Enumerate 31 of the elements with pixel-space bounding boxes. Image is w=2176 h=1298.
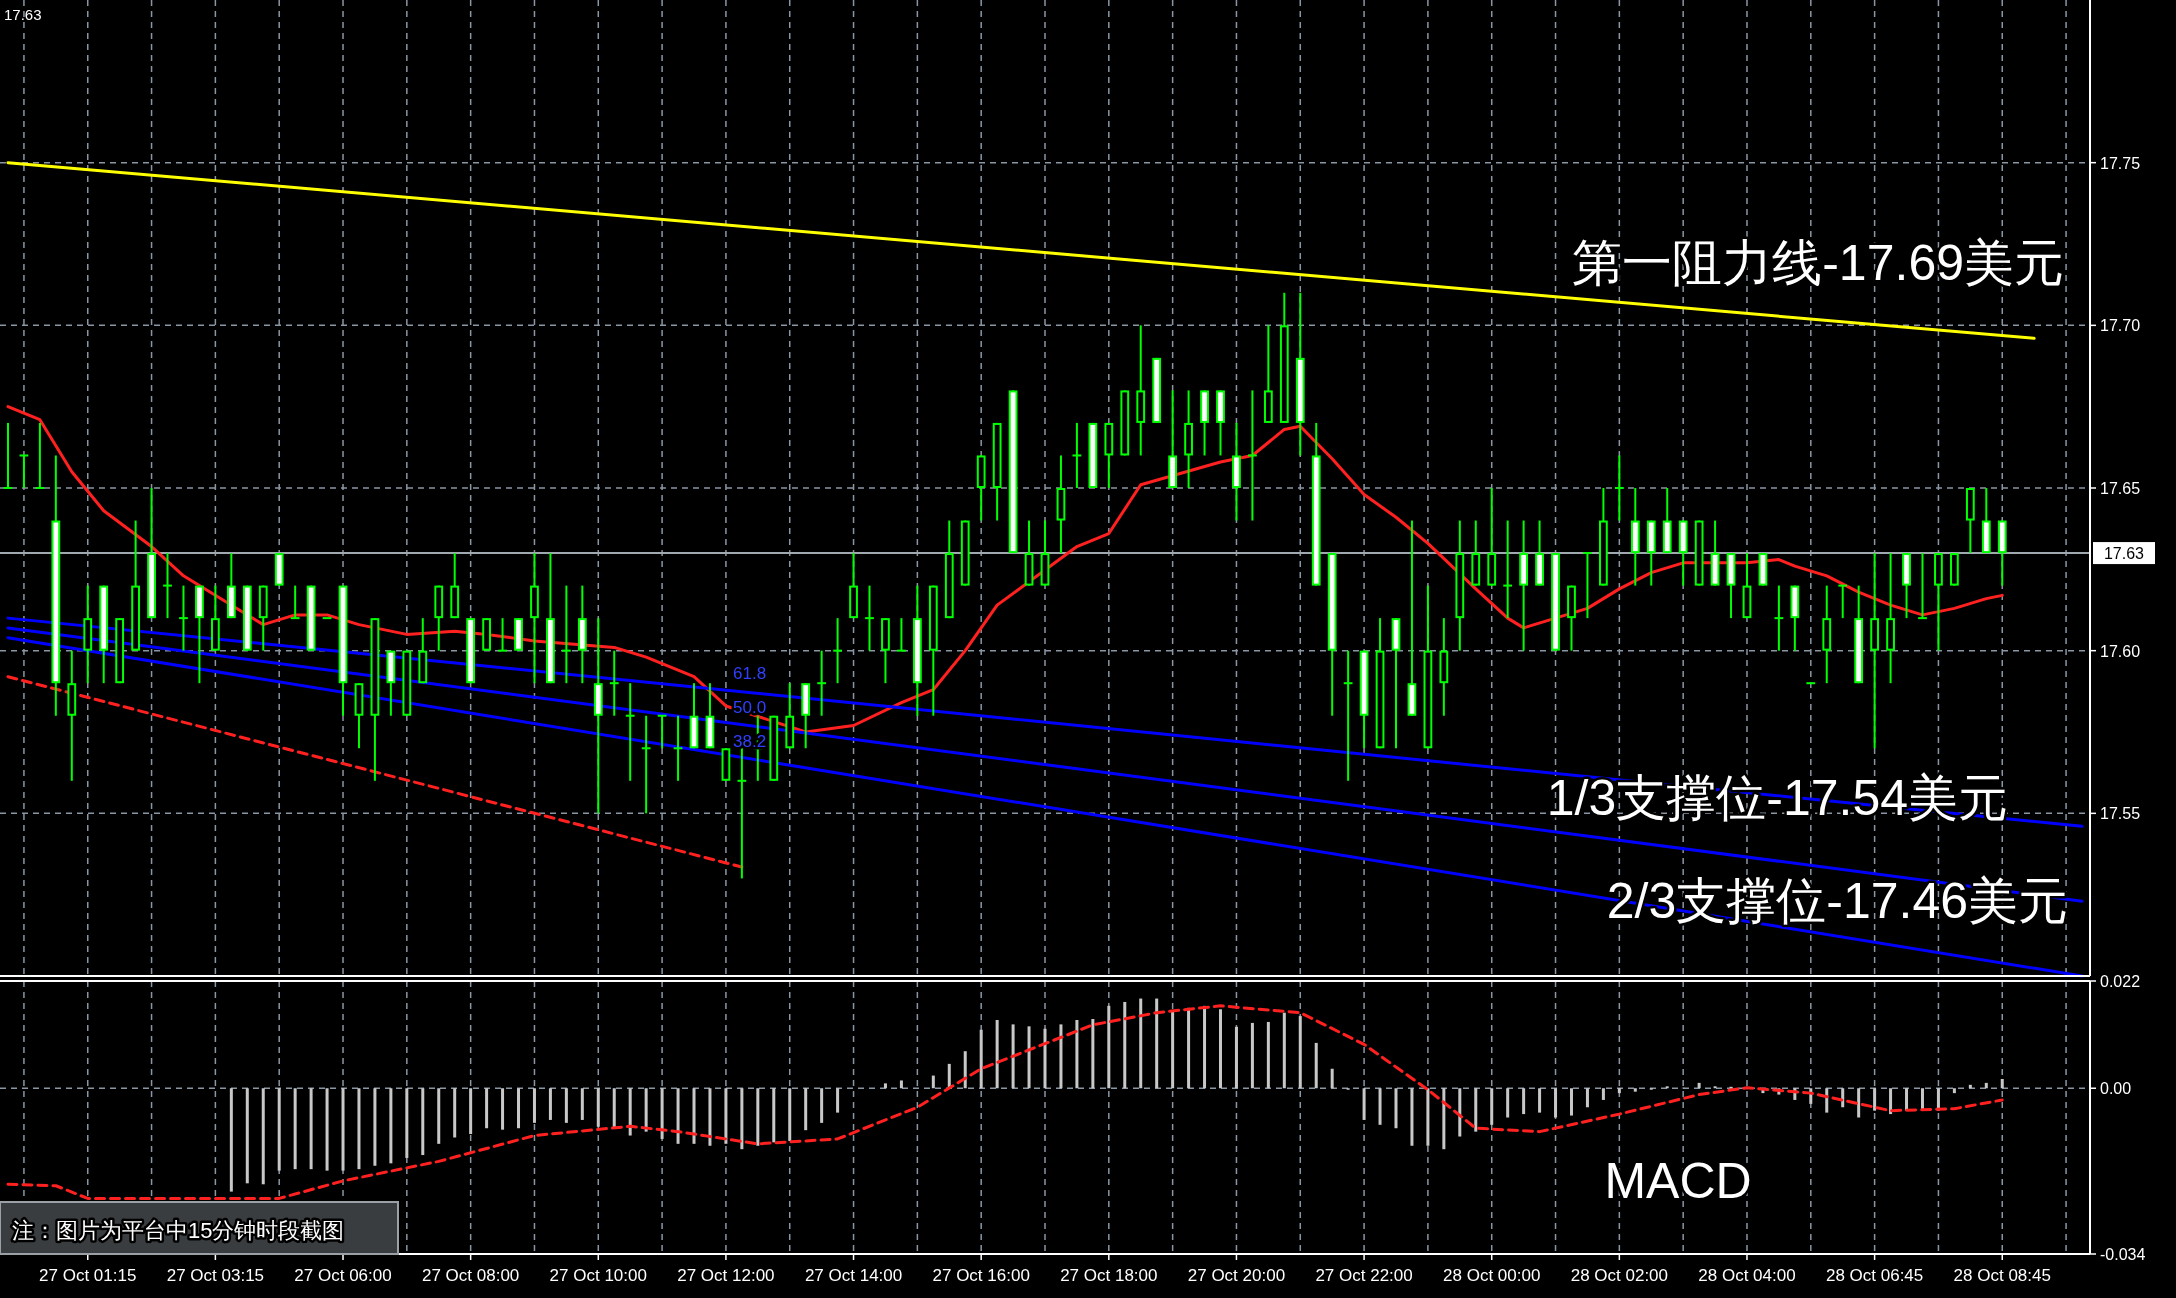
x-tick-label: 27 Oct 10:00 — [549, 1266, 647, 1285]
x-tick-label: 27 Oct 22:00 — [1315, 1266, 1413, 1285]
x-tick-label: 27 Oct 03:15 — [166, 1266, 265, 1285]
y-tick-label: -0.034 — [2100, 1246, 2146, 1263]
y-tick-label: 0.00 — [2100, 1080, 2132, 1098]
y-tick-label: 17.55 — [2100, 805, 2141, 823]
x-tick-label: 27 Oct 14:00 — [804, 1266, 903, 1285]
x-tick-label: 27 Oct 01:15 — [39, 1266, 137, 1285]
annotation: 50.0 — [733, 698, 767, 717]
x-tick-label: 28 Oct 04:00 — [1698, 1266, 1796, 1285]
x-tick-label: 28 Oct 02:00 — [1570, 1266, 1669, 1285]
annotation: 61.8 — [733, 664, 767, 683]
y-tick-label: 17.70 — [2100, 317, 2141, 335]
x-tick-label: 27 Oct 08:00 — [421, 1266, 520, 1285]
x-tick-label: 27 Oct 12:00 — [677, 1266, 775, 1285]
y-tick-label: 17.75 — [2100, 154, 2141, 172]
x-tick-label: 27 Oct 18:00 — [1060, 1266, 1158, 1285]
ref-line-label: 17.63 — [2103, 545, 2145, 563]
y-tick-label: 17.65 — [2100, 480, 2141, 497]
y-tick-label: 17.60 — [2100, 642, 2141, 660]
annotation: 注：图片为平台中15分钟时段截图 — [12, 1218, 345, 1243]
x-tick-label: 28 Oct 00:00 — [1443, 1266, 1541, 1285]
x-tick-label: 27 Oct 06:00 — [294, 1266, 392, 1285]
x-tick-label: 28 Oct 08:45 — [1953, 1266, 2051, 1285]
annotation: 第一阻力线-17.69美元 — [1572, 235, 2064, 291]
annotation: 17.63 — [4, 6, 42, 23]
x-tick-label: 27 Oct 20:00 — [1187, 1266, 1286, 1285]
annotation: MACD — [1604, 1153, 1752, 1209]
x-tick-label: 27 Oct 16:00 — [932, 1266, 1030, 1285]
y-tick-label: 0.022 — [2100, 973, 2141, 990]
x-tick-label: 28 Oct 06:45 — [1825, 1266, 1924, 1285]
